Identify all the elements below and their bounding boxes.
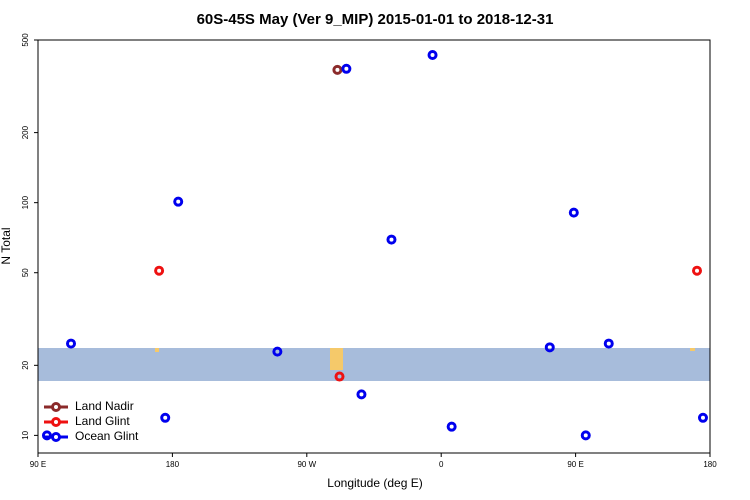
legend-label: Ocean Glint [75, 429, 139, 443]
point [427, 50, 438, 61]
point [603, 338, 614, 349]
y-tick-label: 50 [21, 268, 30, 277]
x-tick-label: 0 [439, 460, 444, 469]
point [154, 265, 165, 276]
point [272, 346, 283, 357]
land-patches [155, 348, 695, 370]
y-tick-label: 200 [21, 125, 30, 139]
legend-marker [51, 432, 61, 442]
x-tick-label: 90 W [297, 460, 316, 469]
point [568, 207, 579, 218]
x-axis-label: Longitude (deg E) [327, 476, 422, 490]
y-tick-label: 20 [21, 360, 30, 369]
point [580, 430, 591, 441]
legend-marker [51, 417, 61, 427]
legend-label: Land Nadir [75, 399, 134, 413]
point [544, 342, 555, 353]
point [386, 234, 397, 245]
point [692, 265, 703, 276]
point [173, 196, 184, 207]
legend-marker [51, 402, 61, 412]
x-tick-label: 90 E [30, 460, 46, 469]
point [697, 412, 708, 423]
chart-title: 60S-45S May (Ver 9_MIP) 2015-01-01 to 20… [197, 11, 554, 28]
point [41, 430, 52, 441]
point [341, 63, 352, 74]
plot-frame [37, 39, 711, 454]
point [446, 421, 457, 432]
point [66, 338, 77, 349]
point [356, 389, 367, 400]
y-axis-label: N Total [0, 227, 13, 264]
latitude-band [38, 348, 710, 381]
point [334, 371, 345, 382]
point [332, 64, 343, 75]
x-tick-label: 180 [166, 460, 180, 469]
x-tick-label: 90 E [567, 460, 583, 469]
point [160, 412, 171, 423]
y-tick-label: 10 [21, 430, 30, 439]
y-tick-label: 500 [21, 33, 30, 47]
legend-label: Land Glint [75, 414, 130, 428]
x-tick-label: 180 [703, 460, 717, 469]
y-tick-label: 100 [21, 195, 30, 209]
